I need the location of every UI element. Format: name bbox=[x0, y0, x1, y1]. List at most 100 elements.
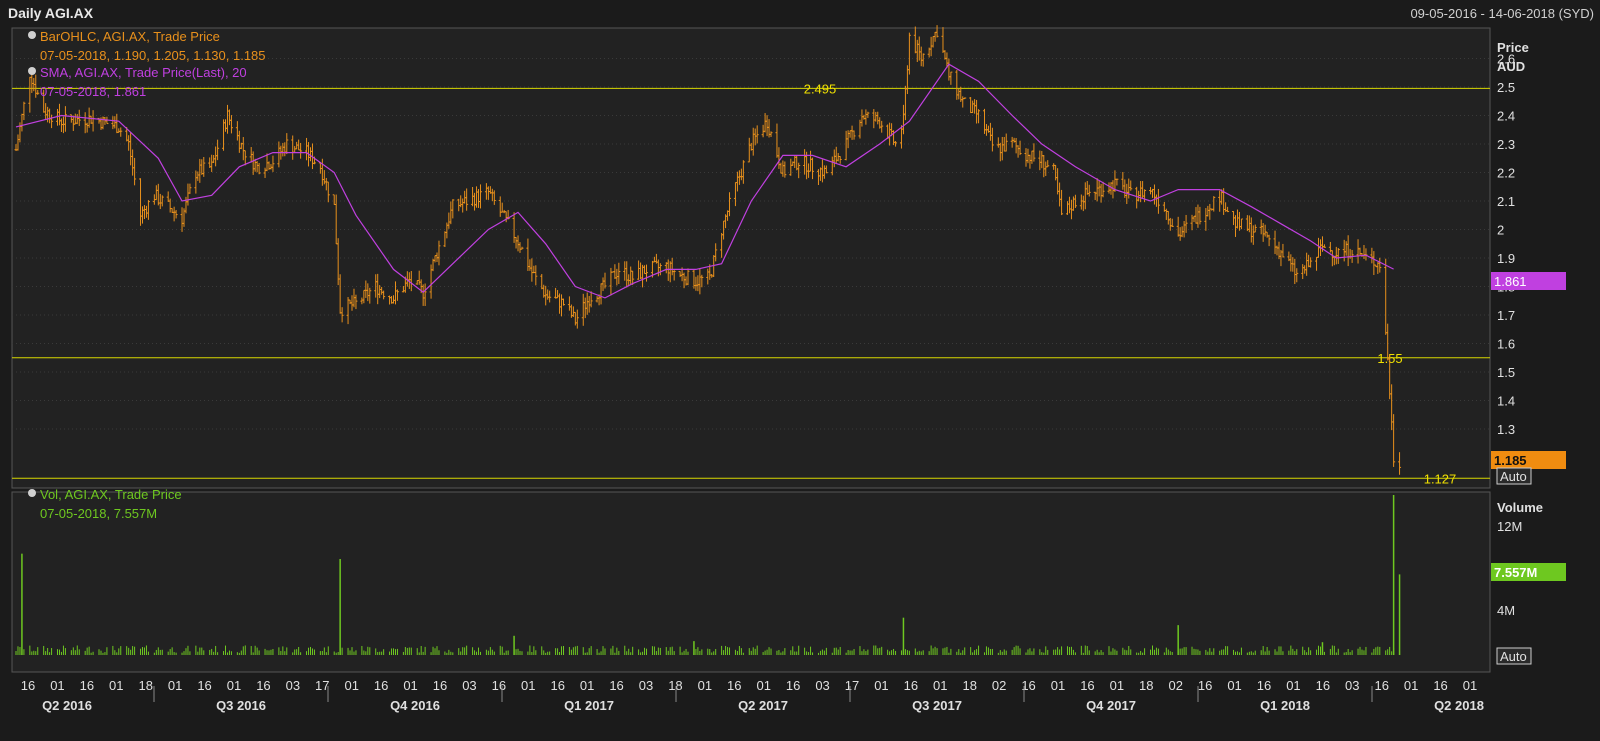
price-tick-label: 2.4 bbox=[1497, 109, 1515, 124]
quarter-label: Q2 2016 bbox=[42, 698, 92, 713]
day-tick-label: 16 bbox=[550, 678, 564, 693]
day-tick-label: 17 bbox=[845, 678, 859, 693]
day-tick-label: 16 bbox=[80, 678, 94, 693]
volume-badge bbox=[1491, 563, 1566, 581]
price-auto-label[interactable]: Auto bbox=[1500, 469, 1527, 484]
day-tick-label: 16 bbox=[21, 678, 35, 693]
volume-bars bbox=[15, 495, 1401, 655]
day-tick-label: 01 bbox=[109, 678, 123, 693]
day-tick-label: 01 bbox=[698, 678, 712, 693]
day-tick-label: 16 bbox=[1433, 678, 1447, 693]
volume-auto-button[interactable] bbox=[1496, 647, 1532, 665]
sma-price-badge bbox=[1491, 272, 1566, 290]
day-tick-label: 03 bbox=[639, 678, 653, 693]
day-tick-label: 01 bbox=[521, 678, 535, 693]
x-axis-ticks: 16 01 16 01 18 01 16 01 16 03 17 01 16 01 16 03 16 01 16 01… bbox=[21, 678, 1477, 693]
day-tick-label: 16 bbox=[609, 678, 623, 693]
volume-badge-text: 7.557M bbox=[1494, 565, 1537, 580]
day-tick-label: 01 bbox=[1051, 678, 1065, 693]
day-tick-label: 03 bbox=[462, 678, 476, 693]
day-tick-label: 01 bbox=[1227, 678, 1241, 693]
price-axis-currency: AUD bbox=[1497, 59, 1525, 74]
day-tick-label: 18 bbox=[138, 678, 152, 693]
ohlc-legend-title: BarOHLC, AGI.AX, Trade Price bbox=[40, 29, 220, 44]
window-title: Daily AGI.AX bbox=[8, 5, 94, 21]
quarter-label: Q2 2017 bbox=[738, 698, 788, 713]
day-tick-label: 01 bbox=[168, 678, 182, 693]
header-bar bbox=[0, 0, 1600, 26]
day-tick-label: 01 bbox=[933, 678, 947, 693]
price-tick-label: 1.4 bbox=[1497, 394, 1515, 409]
sma-price-badge-text: 1.861 bbox=[1494, 274, 1527, 289]
day-tick-label: 01 bbox=[874, 678, 888, 693]
price-tick-label: 2.2 bbox=[1497, 166, 1515, 181]
day-tick-label: 01 bbox=[580, 678, 594, 693]
price-tick-label: 2.5 bbox=[1497, 80, 1515, 95]
quarter-label: Q4 2016 bbox=[390, 698, 440, 713]
day-tick-label: 16 bbox=[786, 678, 800, 693]
day-tick-label: 16 bbox=[197, 678, 211, 693]
day-tick-label: 03 bbox=[815, 678, 829, 693]
day-tick-label: 01 bbox=[344, 678, 358, 693]
day-tick-label: 18 bbox=[668, 678, 682, 693]
quarter-label: Q2 2018 bbox=[1434, 698, 1484, 713]
price-tick-label: 2.1 bbox=[1497, 194, 1515, 209]
ohlc-legend-icon[interactable] bbox=[28, 31, 36, 39]
day-tick-label: 01 bbox=[1110, 678, 1124, 693]
day-tick-label: 01 bbox=[1463, 678, 1477, 693]
price-tick-label: 1.3 bbox=[1497, 422, 1515, 437]
day-tick-label: 01 bbox=[1286, 678, 1300, 693]
day-tick-label: 01 bbox=[403, 678, 417, 693]
day-tick-label: 02 bbox=[992, 678, 1006, 693]
sma-legend-values: 07-05-2018, 1.861 bbox=[40, 84, 146, 99]
day-tick-label: 16 bbox=[1316, 678, 1330, 693]
quarter-label: Q1 2018 bbox=[1260, 698, 1310, 713]
day-tick-label: 17 bbox=[315, 678, 329, 693]
day-tick-label: 16 bbox=[256, 678, 270, 693]
day-tick-label: 16 bbox=[1257, 678, 1271, 693]
price-axis-header: Price bbox=[1497, 40, 1529, 55]
quarter-label: Q1 2017 bbox=[564, 698, 614, 713]
price-axis-ticks: 2.62.52.42.32.22.121.91.81.71.61.51.41.3 bbox=[1497, 52, 1515, 438]
price-tick-label: 1.6 bbox=[1497, 337, 1515, 352]
quarter-label: Q3 2017 bbox=[912, 698, 962, 713]
ohlc-bars bbox=[14, 25, 1402, 475]
price-auto-button[interactable] bbox=[1496, 467, 1532, 485]
day-tick-label: 18 bbox=[1139, 678, 1153, 693]
day-tick-label: 01 bbox=[1404, 678, 1418, 693]
volume-panel bbox=[11, 491, 1491, 673]
quarter-label: Q3 2016 bbox=[216, 698, 266, 713]
day-tick-label: 01 bbox=[756, 678, 770, 693]
day-tick-label: 16 bbox=[904, 678, 918, 693]
price-tick-label: 1.5 bbox=[1497, 365, 1515, 380]
price-tick-label: 2.6 bbox=[1497, 52, 1515, 67]
price-tick-label: 2.3 bbox=[1497, 137, 1515, 152]
sma-legend-icon[interactable] bbox=[28, 67, 36, 75]
sma-line bbox=[15, 63, 1394, 299]
day-tick-label: 16 bbox=[727, 678, 741, 693]
day-tick-label: 03 bbox=[286, 678, 300, 693]
vol-legend-icon[interactable] bbox=[28, 489, 36, 497]
price-tick-label: 1.7 bbox=[1497, 308, 1515, 323]
level-label: 2.495 bbox=[804, 81, 837, 96]
last-price-badge-text: 1.185 bbox=[1494, 453, 1527, 468]
day-tick-label: 16 bbox=[374, 678, 388, 693]
day-tick-label: 01 bbox=[227, 678, 241, 693]
quarter-label: Q4 2017 bbox=[1086, 698, 1136, 713]
price-panel bbox=[11, 27, 1491, 489]
vol-legend-title: Vol, AGI.AX, Trade Price bbox=[40, 487, 182, 502]
vol-legend-values: 07-05-2018, 7.557M bbox=[40, 506, 157, 521]
ohlc-legend-values: 07-05-2018, 1.190, 1.205, 1.130, 1.185 bbox=[40, 48, 266, 63]
day-tick-label: 16 bbox=[1080, 678, 1094, 693]
volume-auto-label[interactable]: Auto bbox=[1500, 649, 1527, 664]
x-axis-quarters: Q2 2016 Q3 2016 Q4 2016 Q1 2017 Q2 2017 Q3 20… bbox=[42, 686, 1484, 713]
day-tick-label: 16 bbox=[1198, 678, 1212, 693]
level-label: 1.127 bbox=[1424, 471, 1457, 486]
day-tick-label: 16 bbox=[1374, 678, 1388, 693]
day-tick-label: 18 bbox=[962, 678, 976, 693]
volume-axis-header: Volume bbox=[1497, 500, 1543, 515]
volume-tick-4m: 4M bbox=[1497, 603, 1515, 618]
day-tick-label: 16 bbox=[492, 678, 506, 693]
